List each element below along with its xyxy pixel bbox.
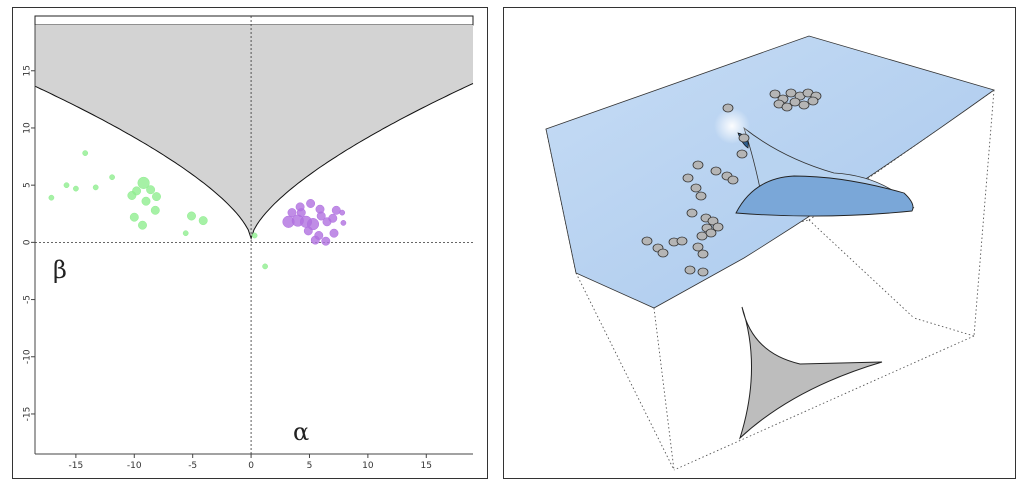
data-point-green (187, 211, 196, 221)
data-point-green (82, 150, 89, 156)
cusp-control-plane-panel: -15 -10 -5 0 5 10 15 -15 -10 -5 0 5 10 15 α β (12, 7, 488, 479)
data-point-purple (339, 209, 346, 216)
data-point-purple (295, 202, 305, 212)
data-point-purple (310, 235, 320, 245)
surface-data-point (657, 248, 669, 258)
surface-data-point (710, 166, 722, 176)
data-point-green (182, 230, 189, 237)
box-edge (653, 307, 675, 471)
y-tick-label: 5 (23, 182, 33, 188)
data-point-purple (328, 213, 338, 223)
surface-data-point (684, 265, 696, 275)
data-point-green (137, 176, 150, 189)
data-point-green (262, 263, 268, 270)
box-edge-hidden (808, 219, 915, 319)
y-tick-label: 0 (23, 239, 33, 245)
y-tick-label: 15 (23, 65, 33, 76)
surface-data-point (697, 249, 709, 259)
x-tick-label: 15 (421, 461, 432, 471)
surface-data-point (781, 102, 793, 112)
box-edge (913, 317, 975, 337)
y-tick-label: -5 (23, 295, 33, 304)
surface-data-point (697, 267, 709, 277)
data-point-green (132, 186, 142, 196)
surface-data-point (690, 183, 702, 193)
surface-data-point (722, 103, 734, 113)
surface-data-point (686, 208, 698, 218)
x-tick-label: -15 (69, 461, 84, 471)
surface-fold-underside (735, 175, 914, 217)
control-plane-plot: -15 -10 -5 0 5 10 15 -15 -10 -5 0 5 10 15 α β (23, 15, 474, 471)
surface-data-point (738, 133, 750, 143)
x-tick-label: -10 (127, 461, 142, 471)
bifurcation-curve (34, 83, 474, 240)
data-point-green (73, 185, 79, 192)
surface-data-point (682, 173, 694, 183)
data-point-purple (329, 228, 339, 238)
data-point-purple (331, 205, 341, 215)
surface-data-point (692, 160, 704, 170)
surface-data-point (712, 222, 724, 232)
data-point-green (138, 220, 147, 230)
surface-data-point (785, 88, 797, 98)
surface-data-point (727, 175, 739, 185)
box-edge-hidden (575, 272, 675, 471)
data-point-green (146, 185, 156, 195)
data-point-purple (340, 220, 347, 226)
surface-data-point (692, 242, 704, 252)
data-point-green (141, 196, 151, 206)
surface-data-point (696, 231, 708, 241)
box-edge (673, 335, 975, 471)
x-tick-label: -5 (188, 461, 197, 471)
data-point-green (109, 174, 115, 181)
y-tick-label: 10 (23, 122, 33, 134)
bifurcation-region (35, 25, 473, 239)
data-point-green (92, 184, 99, 191)
data-point-green (129, 212, 139, 222)
data-point-purple (287, 208, 297, 218)
surface-data-point (807, 96, 819, 106)
x-tick-label: 10 (362, 461, 374, 471)
y-tick-label: -10 (23, 349, 33, 364)
data-point-green (198, 216, 208, 226)
box-edge (973, 89, 995, 337)
surface-data-point (705, 228, 717, 238)
data-point-green (251, 232, 258, 239)
bifurcation-set-projection (738, 306, 883, 440)
x-tick-label: 5 (307, 461, 313, 471)
surface-data-point (641, 236, 653, 246)
cusp-surface-3d-panel (503, 7, 1016, 479)
data-point-purple (321, 236, 331, 246)
surface-data-point (676, 236, 688, 246)
data-point-purple (306, 199, 316, 208)
surface-data-point (789, 97, 801, 107)
y-tick-label: -15 (23, 407, 33, 422)
surface-data-point (769, 89, 781, 99)
surface-data-point (695, 191, 707, 201)
cusp-surface-3d-plot (545, 35, 995, 471)
alpha-axis-label: α (293, 418, 309, 446)
surface-data-point (707, 216, 719, 226)
data-point-purple (303, 226, 313, 236)
data-point-green (152, 192, 161, 202)
plot-top-bar (34, 15, 474, 26)
data-point-purple (316, 211, 326, 221)
data-point-green (63, 182, 70, 189)
data-point-green (150, 205, 160, 215)
surface-data-point (736, 149, 748, 159)
x-tick-label: 0 (248, 461, 254, 471)
data-point-green (48, 194, 55, 201)
surface-data-point (798, 100, 810, 110)
beta-axis-label: β (53, 256, 67, 284)
